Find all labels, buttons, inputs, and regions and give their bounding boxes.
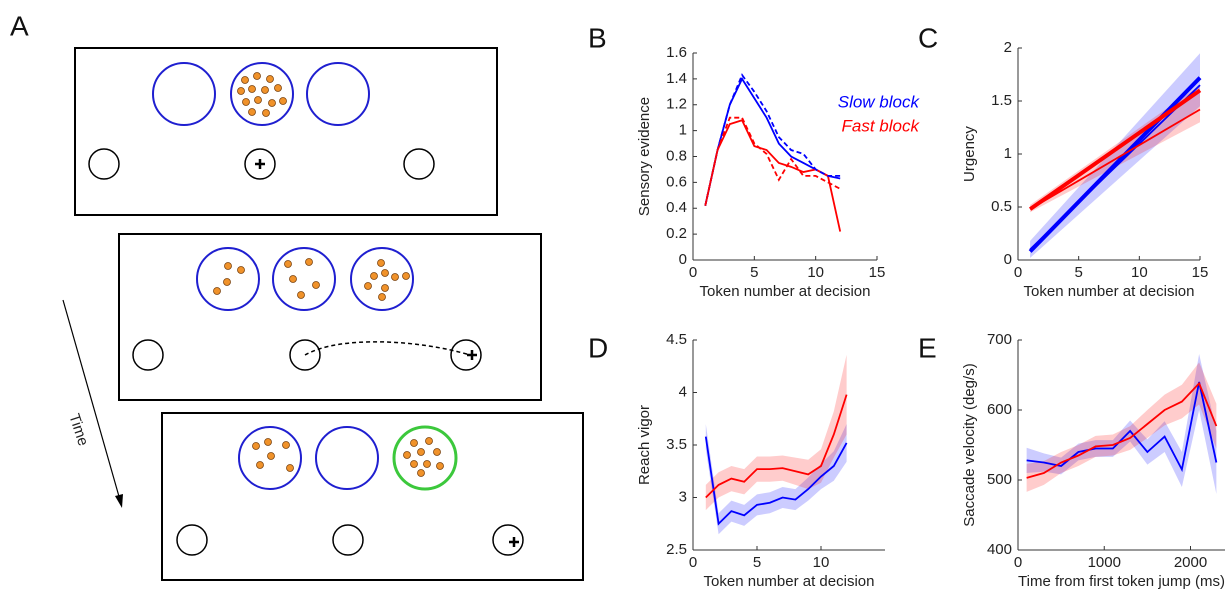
panel-letter: E <box>918 332 937 363</box>
x-tick-label: 0 <box>1014 264 1022 281</box>
y-tick-label: 4.5 <box>666 331 687 348</box>
series-line <box>705 394 848 499</box>
y-tick-label: 1 <box>679 122 687 139</box>
screen-3 <box>161 412 584 581</box>
error-band <box>705 424 847 535</box>
x-tick-label: 10 <box>813 554 830 571</box>
series-line <box>704 73 841 206</box>
x-tick-label: 0 <box>1014 554 1022 571</box>
x-tick-label: 1000 <box>1088 554 1121 571</box>
y-tick-label: 1.4 <box>666 70 687 87</box>
x-tick-label: 10 <box>807 264 824 281</box>
y-axis-label: Saccade velocity (deg/s) <box>961 363 978 526</box>
series-line <box>1029 108 1201 210</box>
y-tick-label: 3 <box>679 488 687 505</box>
x-tick-label: 5 <box>750 264 758 281</box>
series-line <box>1026 381 1218 473</box>
error-band <box>705 354 847 511</box>
y-tick-label: 0.4 <box>666 199 687 216</box>
error-band <box>1026 362 1217 492</box>
series-line <box>1026 381 1218 479</box>
y-tick-label: 0.5 <box>991 198 1012 215</box>
x-tick-label: 10 <box>1131 264 1148 281</box>
x-tick-label: 0 <box>689 554 697 571</box>
y-axis-label: Sensory evidence <box>636 97 653 216</box>
y-tick-label: 1.2 <box>666 96 687 113</box>
y-tick-label: 0.6 <box>666 173 687 190</box>
panel-letter: D <box>588 332 608 363</box>
y-tick-label: 500 <box>987 471 1012 488</box>
x-tick-label: 2000 <box>1174 554 1207 571</box>
x-tick-label: 15 <box>869 264 886 281</box>
panel-letter: B <box>588 22 607 53</box>
y-tick-label: 2.5 <box>666 541 687 558</box>
y-tick-label: 3.5 <box>666 436 687 453</box>
y-tick-label: 700 <box>987 331 1012 348</box>
y-tick-label: 0 <box>679 251 687 268</box>
x-axis-label: Time from first token jump (ms) <box>1018 573 1225 590</box>
screen-1 <box>74 47 498 216</box>
y-axis-label: Urgency <box>961 126 978 182</box>
series-line <box>704 116 841 206</box>
y-tick-label: 600 <box>987 401 1012 418</box>
series-line <box>704 436 848 526</box>
panel-letter: A <box>10 10 29 41</box>
series-line <box>704 119 842 232</box>
series-line <box>704 77 841 206</box>
panel-letter: C <box>918 22 938 53</box>
y-tick-label: 2 <box>1004 39 1012 56</box>
y-tick-label: 0.8 <box>666 147 687 164</box>
screen-2 <box>118 233 542 401</box>
x-tick-label: 15 <box>1192 264 1209 281</box>
y-tick-label: 0 <box>1004 251 1012 268</box>
x-axis-label: Token number at decision <box>704 573 875 590</box>
y-tick-label: 4 <box>679 383 687 400</box>
x-tick-label: 0 <box>689 264 697 281</box>
y-tick-label: 400 <box>987 541 1012 558</box>
error-band <box>1026 354 1217 494</box>
y-tick-label: 1.6 <box>666 44 687 61</box>
series-line <box>1028 88 1202 211</box>
time-arrow <box>62 299 121 501</box>
x-tick-label: 5 <box>1074 264 1082 281</box>
y-tick-label: 0.2 <box>666 225 687 242</box>
y-tick-label: 1.5 <box>991 92 1012 109</box>
x-axis-label: Token number at decision <box>1024 283 1195 300</box>
arrow-head <box>115 494 123 508</box>
legend-entry: Fast block <box>842 116 921 135</box>
y-tick-label: 1 <box>1004 145 1012 162</box>
legend-entry: Slow block <box>838 92 921 111</box>
x-tick-label: 5 <box>753 554 761 571</box>
y-axis-label: Reach vigor <box>636 405 653 485</box>
x-axis-label: Token number at decision <box>700 283 871 300</box>
time-label: Time <box>65 412 91 448</box>
